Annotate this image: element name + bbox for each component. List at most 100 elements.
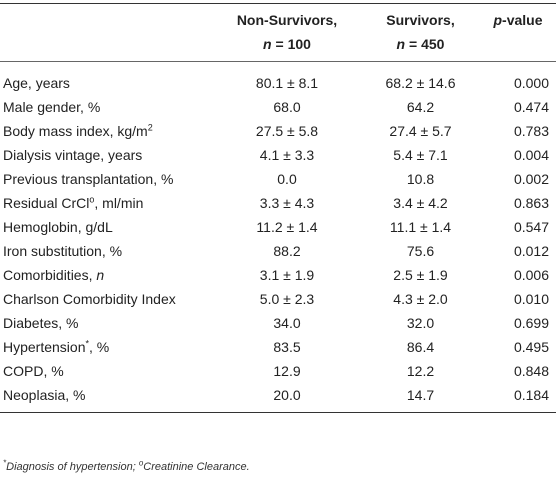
row-label-text: Iron substitution, % xyxy=(3,243,123,259)
table-row: Diabetes, % 34.0 32.0 0.699 xyxy=(0,311,556,335)
cell-p-value: 0.495 xyxy=(513,339,549,355)
cell-non-survivors: 0.0 xyxy=(277,171,297,187)
row-label: Dialysis vintage, years xyxy=(0,143,213,167)
cell-p-value: 0.000 xyxy=(513,75,549,91)
table-row: Previous transplantation, % 0.0 10.8 0.002 xyxy=(0,167,556,191)
header-non-survivors-count: n = 100 xyxy=(213,32,361,56)
row-label: Residual CrClo, ml/min xyxy=(0,191,213,215)
footnote: *Diagnosis of hypertension; oCreatinine … xyxy=(3,458,250,473)
row-label-text: Previous transplantation, % xyxy=(3,171,174,187)
row-label: Neoplasia, % xyxy=(0,383,213,413)
table-row: Hypertension*, % 83.5 86.4 0.495 xyxy=(0,335,556,359)
cell-survivors: 64.2 xyxy=(406,99,435,115)
row-label-superscript: * xyxy=(85,338,90,349)
cell-survivors: 12.2 xyxy=(406,363,435,379)
cell-p-value: 0.184 xyxy=(480,383,556,413)
cell-non-survivors: 12.9 xyxy=(273,363,301,379)
cell-non-survivors: 5.0 ± 2.3 xyxy=(259,291,315,307)
data-table: Non-Survivors, n = 100 Survivors, n = 45… xyxy=(0,3,556,413)
footnote-mark-asterisk: * xyxy=(3,458,7,468)
table-row: Iron substitution, % 88.2 75.6 0.012 xyxy=(0,239,556,263)
row-label-suffix: , % xyxy=(89,339,110,355)
cell-p-value: 0.010 xyxy=(513,291,549,307)
row-label: Iron substitution, % xyxy=(0,239,213,263)
table-row: Residual CrClo, ml/min 3.3 ± 4.3 3.4 ± 4.2… xyxy=(0,191,556,215)
header-non-survivors-value: = 100 xyxy=(271,36,311,52)
table-header: Non-Survivors, n = 100 Survivors, n = 45… xyxy=(0,3,556,62)
cell-p-value: 0.699 xyxy=(513,315,549,331)
header-non-survivors-n: n xyxy=(263,36,272,52)
header-p-letter: p xyxy=(493,12,503,28)
table-row: Age, years 80.1 ± 8.1 68.2 ± 14.6 0.000 xyxy=(0,71,556,95)
row-label-text: Comorbidities, xyxy=(3,267,97,283)
row-label-superscript: 2 xyxy=(147,122,153,133)
cell-p-value: 0.002 xyxy=(513,171,549,187)
table-row: COPD, % 12.9 12.2 0.848 xyxy=(0,359,556,383)
row-label-text: Dialysis vintage, years xyxy=(3,147,143,163)
cell-survivors: 75.6 xyxy=(406,243,435,259)
row-label-text: Age, years xyxy=(3,75,70,91)
cell-survivors: 10.8 xyxy=(406,171,435,187)
cell-non-survivors: 34.0 xyxy=(273,315,301,331)
cell-survivors: 68.2 ± 14.6 xyxy=(385,75,456,91)
cell-p-value: 0.547 xyxy=(513,219,549,235)
row-label-text: Residual CrCl xyxy=(3,195,90,211)
cell-p-value: 0.783 xyxy=(513,123,549,139)
row-label: Diabetes, % xyxy=(0,311,213,335)
footnote-creatinine: Creatinine Clearance. xyxy=(143,461,250,473)
cell-survivors: 14.7 xyxy=(361,383,480,413)
footnote-mark-degree: o xyxy=(138,458,144,468)
row-label-text: Body mass index, kg/m xyxy=(3,123,148,139)
cell-non-survivors: 83.5 xyxy=(273,339,301,355)
row-label: Charlson Comorbidity Index xyxy=(0,287,213,311)
row-label-superscript: o xyxy=(89,194,95,205)
row-label: Age, years xyxy=(0,71,213,95)
cell-non-survivors: 20.0 xyxy=(213,383,361,413)
row-label: Comorbidities, n xyxy=(0,263,213,287)
header-non-survivors-title: Non-Survivors, xyxy=(236,12,338,28)
table-body: Age, years 80.1 ± 8.1 68.2 ± 14.6 0.000 Male… xyxy=(0,62,556,413)
cell-p-value: 0.012 xyxy=(513,243,549,259)
header-p-value: p-value xyxy=(480,4,556,62)
cell-p-value: 0.863 xyxy=(513,195,549,211)
header-survivors-title: Survivors, xyxy=(386,12,455,28)
cell-survivors: 11.1 ± 1.4 xyxy=(389,219,452,235)
cell-non-survivors: 88.2 xyxy=(273,243,301,259)
header-survivors-value: = 450 xyxy=(405,36,445,52)
cell-non-survivors: 4.1 ± 3.3 xyxy=(259,147,315,163)
cell-survivors: 2.5 ± 1.9 xyxy=(393,267,448,283)
table-row: Charlson Comorbidity Index 5.0 ± 2.3 4.3 ±… xyxy=(0,287,556,311)
header-survivors-n: n xyxy=(396,36,406,52)
cell-p-value: 0.004 xyxy=(513,147,549,163)
header-survivors: Survivors, n = 450 xyxy=(361,4,480,62)
table-row: Hemoglobin, g/dL 11.2 ± 1.4 11.1 ± 1.4 0.54… xyxy=(0,215,556,239)
cell-survivors: 5.4 ± 7.1 xyxy=(393,147,448,163)
cell-survivors: 27.4 ± 5.7 xyxy=(389,123,452,139)
row-label: Body mass index, kg/m2 xyxy=(0,119,213,143)
cell-non-survivors: 27.5 ± 5.8 xyxy=(255,123,319,139)
row-label: COPD, % xyxy=(0,359,213,383)
cell-survivors: 3.4 ± 4.2 xyxy=(393,195,448,211)
footnote-hypertension: Diagnosis of hypertension; xyxy=(6,461,139,473)
row-label-text: Male gender, % xyxy=(3,99,101,115)
header-p-suffix: -value xyxy=(502,12,543,28)
row-label: Hemoglobin, g/dL xyxy=(0,215,213,239)
row-label-text: Hemoglobin, g/dL xyxy=(3,219,113,235)
table-row: Dialysis vintage, years 4.1 ± 3.3 5.4 ± 7.… xyxy=(0,143,556,167)
table-row: Neoplasia, % 20.0 14.7 0.184 xyxy=(0,383,556,413)
row-label: Previous transplantation, % xyxy=(0,167,213,191)
cell-survivors: 4.3 ± 2.0 xyxy=(393,291,448,307)
cell-non-survivors: 68.0 xyxy=(273,99,301,115)
cell-non-survivors: 80.1 ± 8.1 xyxy=(255,75,319,91)
row-label-suffix: , ml/min xyxy=(94,195,144,211)
row-label-text: Diabetes, % xyxy=(3,315,79,331)
cell-survivors: 86.4 xyxy=(406,339,435,355)
cell-p-value: 0.474 xyxy=(513,99,549,115)
table-row: Male gender, % 68.0 64.2 0.474 xyxy=(0,95,556,119)
cell-non-survivors: 3.3 ± 4.3 xyxy=(259,195,315,211)
header-row: Non-Survivors, n = 100 Survivors, n = 45… xyxy=(0,4,556,62)
row-label-text: Charlson Comorbidity Index xyxy=(3,291,176,307)
row-label: Male gender, % xyxy=(0,95,213,119)
row-label-text: Neoplasia, % xyxy=(3,387,86,403)
